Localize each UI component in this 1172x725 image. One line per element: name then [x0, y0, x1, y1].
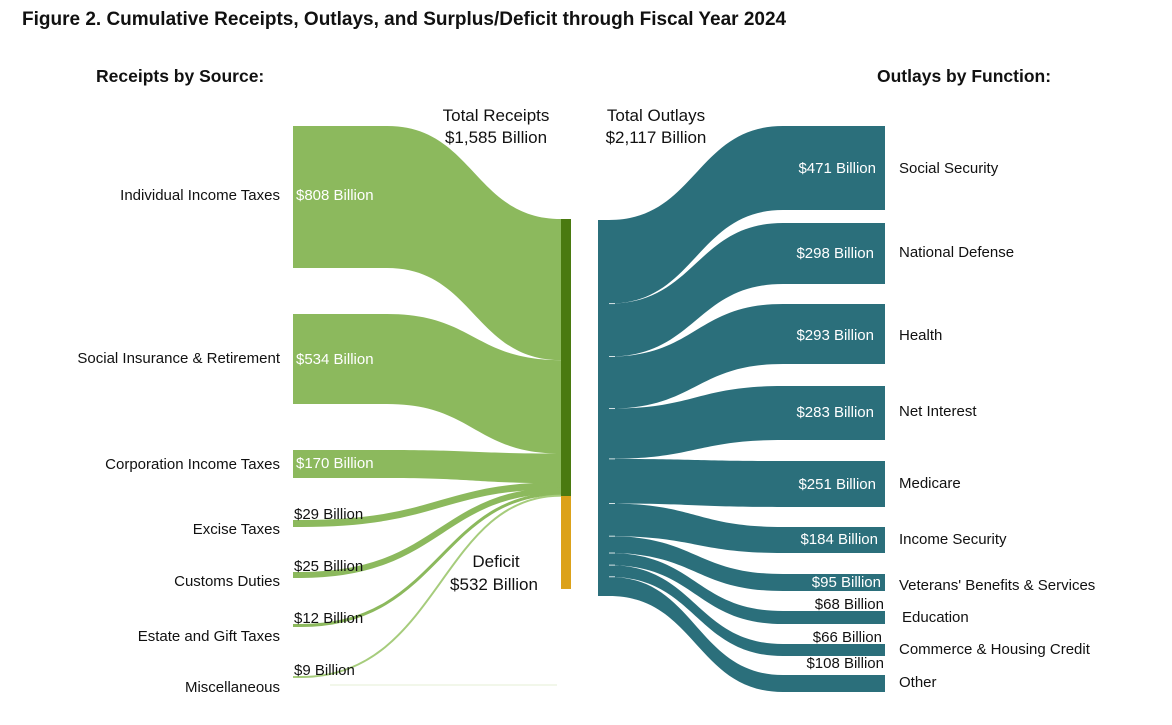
outlay-label-other: Other [899, 674, 937, 691]
total-receipts-value: $1,585 Billion [445, 128, 547, 147]
receipt-label-estate-and-gift-taxes: Estate and Gift Taxes [138, 628, 280, 645]
outlay-label-medicare: Medicare [899, 475, 961, 492]
receipt-value-miscellaneous: $9 Billion [294, 662, 355, 679]
outlay-value-net-interest: $283 Billion [796, 404, 874, 421]
receipt-flow-corporation-income-taxes [387, 450, 561, 484]
outlay-flow-net-interest [609, 386, 783, 459]
outlay-node-net-interest [782, 386, 885, 440]
receipt-flow-excise-taxes [293, 482, 562, 527]
outlay-value-commerce-housing-credit: $66 Billion [813, 629, 882, 646]
outlay-label-veterans-benefits-services: Veterans' Benefits & Services [899, 577, 1095, 594]
outlay-label-social-security: Social Security [899, 160, 999, 177]
outlay-value-veterans-benefits-services: $95 Billion [812, 574, 881, 591]
outlay-flow-commerce-housing-credit [609, 565, 783, 656]
receipt-value-excise-taxes: $29 Billion [294, 506, 363, 523]
flows-layer [293, 126, 885, 692]
outlay-value-education: $68 Billion [815, 596, 884, 613]
receipt-flow-customs-duties [293, 487, 562, 578]
outlay-node-other [782, 675, 885, 692]
outlay-node-health [782, 304, 885, 364]
outlay-label-net-interest: Net Interest [899, 403, 977, 420]
bars-layer [561, 219, 609, 596]
outlay-value-health: $293 Billion [796, 327, 874, 344]
outlay-label-commerce-housing-credit: Commerce & Housing Credit [899, 641, 1091, 658]
receipt-value-corporation-income-taxes: $170 Billion [296, 455, 374, 472]
deficit-label: Deficit [472, 552, 520, 571]
outlay-flow-social-security [609, 126, 783, 304]
outlay-node-social-security [782, 126, 885, 210]
receipt-value-individual-income-taxes: $808 Billion [296, 187, 374, 204]
receipt-node-individual-income-taxes [293, 126, 388, 268]
receipt-label-individual-income-taxes: Individual Income Taxes [120, 187, 280, 204]
receipt-label-social-insurance-retirement: Social Insurance & Retirement [77, 350, 280, 367]
receipt-label-customs-duties: Customs Duties [174, 573, 280, 590]
receipt-label-miscellaneous: Miscellaneous [185, 679, 280, 696]
outlay-flow-income-security [609, 503, 783, 553]
outlay-node-education [782, 611, 885, 624]
outlay-node-veterans-benefits-services [782, 574, 885, 591]
outlay-label-income-security: Income Security [899, 531, 1007, 548]
outlay-flow-other [609, 576, 783, 692]
receipt-node-social-insurance-retirement [293, 314, 388, 404]
outlay-flow-national-defense [609, 223, 783, 357]
deficit-value: $532 Billion [450, 575, 538, 594]
receipt-flow-miscellaneous [293, 494, 562, 678]
labels-layer: Individual Income Taxes $808 Billion Socia… [77, 160, 1095, 696]
receipt-value-customs-duties: $25 Billion [294, 558, 363, 575]
receipt-flow-estate-and-gift-taxes [293, 492, 562, 627]
deficit-bar [561, 496, 571, 589]
outlay-flow-education [609, 553, 783, 624]
outlay-flow-veterans-benefits-services [609, 536, 783, 591]
outlay-label-national-defense: National Defense [899, 244, 1014, 261]
outlay-value-income-security: $184 Billion [800, 531, 878, 548]
outlay-value-national-defense: $298 Billion [796, 245, 874, 262]
total-outlays-value: $2,117 Billion [606, 128, 707, 147]
outlays-heading: Outlays by Function: [877, 66, 1051, 86]
receipt-value-social-insurance-retirement: $534 Billion [296, 351, 374, 368]
receipt-label-excise-taxes: Excise Taxes [193, 521, 280, 538]
outlay-node-national-defense [782, 223, 885, 284]
outlay-node-medicare [782, 461, 885, 507]
outlay-label-education: Education [902, 609, 969, 626]
receipt-flow-social-insurance-retirement [387, 314, 561, 454]
receipt-node-corporation-income-taxes [293, 450, 388, 478]
outlay-flow-medicare [609, 458, 783, 507]
receipts-heading: Receipts by Source: [96, 66, 264, 86]
receipt-label-corporation-income-taxes: Corporation Income Taxes [105, 456, 280, 473]
outlay-node-income-security [782, 527, 885, 553]
outlay-label-health: Health [899, 327, 942, 344]
receipt-value-estate-and-gift-taxes: $12 Billion [294, 610, 363, 627]
outlay-node-commerce-housing-credit [782, 644, 885, 656]
total-outlays-bar [598, 220, 609, 596]
total-receipts-label: Total Receipts [443, 106, 550, 125]
chart-title: Figure 2. Cumulative Receipts, Outlays, … [22, 9, 787, 30]
outlay-value-social-security: $471 Billion [798, 160, 876, 177]
outlay-flow-health [609, 304, 783, 409]
outlay-value-other: $108 Billion [806, 655, 884, 672]
total-receipts-bar [561, 219, 571, 496]
receipt-flow-individual-income-taxes [387, 126, 561, 361]
outlay-value-medicare: $251 Billion [798, 476, 876, 493]
total-outlays-label: Total Outlays [607, 106, 705, 125]
